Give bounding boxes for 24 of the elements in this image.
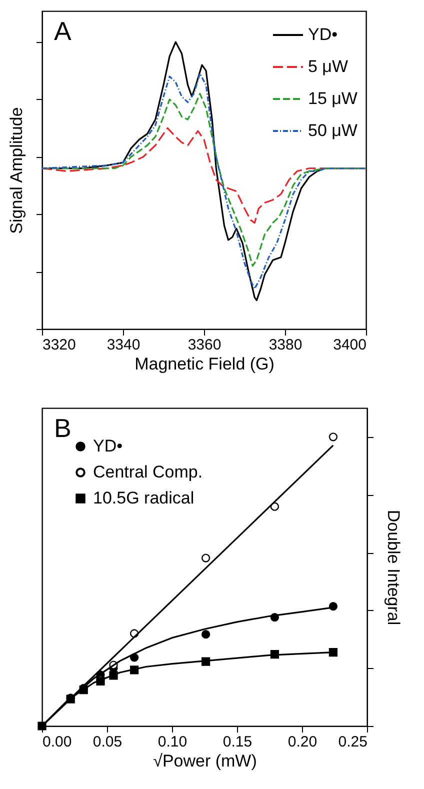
annotation: B bbox=[54, 413, 72, 443]
y-axis-title: Double Integral bbox=[384, 510, 403, 626]
x-axis-title: Magnetic Field (G) bbox=[134, 354, 274, 374]
legend-label: 10.5G radical bbox=[93, 488, 194, 508]
legend-label: 50 μW bbox=[308, 121, 358, 140]
x-axis-title: √Power (mW) bbox=[153, 752, 257, 770]
x-tick-label: 0.10 bbox=[158, 734, 188, 750]
legend-label: 15 μW bbox=[308, 89, 358, 108]
annotation: A bbox=[54, 16, 72, 46]
legend-label: YD• bbox=[93, 436, 123, 456]
x-tick-label: 3380 bbox=[268, 336, 302, 354]
x-tick-label: 3400 bbox=[333, 336, 366, 354]
x-tick-label: 3340 bbox=[106, 336, 140, 354]
y-axis-title: Signal Amplitude bbox=[7, 107, 26, 234]
legend-label: Central Comp. bbox=[93, 462, 203, 482]
legend-label: 5 μW bbox=[308, 57, 348, 76]
legend-label: YD• bbox=[308, 25, 338, 44]
x-tick-label: 0.00 bbox=[42, 734, 72, 750]
x-tick-label: 0.05 bbox=[92, 734, 122, 750]
x-tick-label: 3320 bbox=[42, 336, 76, 354]
x-tick-label: 0.20 bbox=[288, 734, 318, 750]
x-tick-label: 0.25 bbox=[338, 734, 368, 750]
x-tick-label: 3360 bbox=[188, 336, 222, 354]
x-tick-label: 0.15 bbox=[222, 734, 252, 750]
